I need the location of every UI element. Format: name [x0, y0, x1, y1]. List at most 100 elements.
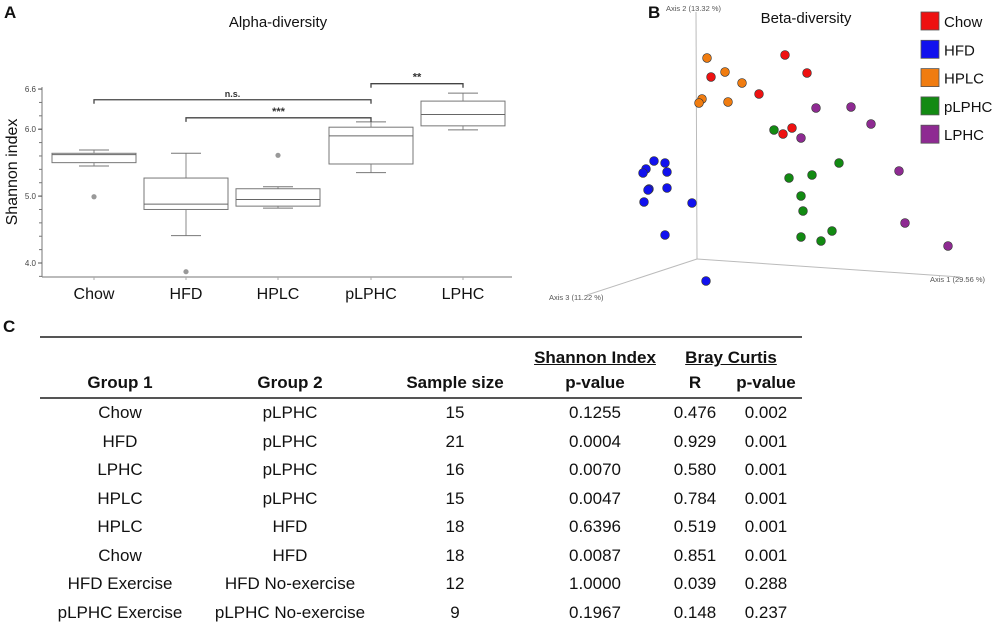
box-HPLC — [235, 188, 321, 207]
cell-bray-p-value: 0.002 — [744, 403, 788, 423]
header-bray-curtis: Bray Curtis — [685, 348, 777, 367]
cell-bray-r: 0.580 — [673, 460, 717, 480]
cell-group-1: HPLC — [97, 517, 143, 537]
cell-group-1: LPHC — [97, 460, 143, 480]
table-row: pLPHC Exercise pLPHC No-exercise 9 0.1967 0.… — [40, 599, 802, 627]
table-row: HPLC HFD 18 0.6396 0.519 0.001 — [40, 513, 802, 542]
legend-label-pLPHC: pLPHC — [944, 99, 993, 116]
point-HFD — [662, 183, 672, 193]
cell-group-1: HPLC — [97, 488, 143, 508]
point-pLPHC — [834, 158, 844, 168]
significance-bracket — [93, 99, 372, 104]
cell-shannon-p-value: 0.1255 — [569, 403, 621, 423]
y-tick-label: 4.0 — [25, 259, 37, 268]
cell-bray-p-value: 0.001 — [744, 488, 788, 508]
axis-2-label: Axis 2 (13.32 %) — [666, 4, 722, 13]
point-Chow — [706, 72, 716, 82]
significance-label: ** — [413, 72, 422, 84]
chart-title-beta: Beta-diversity — [761, 10, 852, 27]
cell-bray-r: 0.148 — [673, 602, 717, 622]
cell-sample-size: 18 — [445, 517, 465, 537]
point-pLPHC — [796, 232, 806, 242]
cell-bray-p-value: 0.237 — [744, 602, 788, 622]
legend-swatch-HFD — [920, 39, 940, 59]
table-row: Chow pLPHC 15 0.1255 0.476 0.002 — [40, 398, 802, 428]
cell-bray-r: 0.476 — [673, 403, 717, 423]
header-group-2: Group 2 — [200, 368, 380, 399]
point-pLPHC — [798, 206, 808, 216]
cell-shannon-p-value: 0.6396 — [569, 517, 621, 537]
point-pLPHC — [769, 125, 779, 135]
point-Chow — [802, 68, 812, 78]
legend-label-HFD: HFD — [944, 42, 975, 59]
table-group-header-row: Shannon Index Bray Curtis — [40, 337, 802, 368]
cell-shannon-p-value: 0.0070 — [569, 460, 621, 480]
cell-sample-size: 15 — [445, 488, 465, 508]
x-tick-label: LPHC — [442, 286, 485, 303]
box-HFD — [143, 177, 229, 210]
cell-sample-size: 9 — [450, 602, 460, 622]
axis-3-line — [586, 258, 698, 296]
point-HFD — [701, 276, 711, 286]
point-LPHC — [796, 133, 806, 143]
cell-sample-size: 21 — [445, 431, 465, 451]
point-HPLC — [694, 98, 704, 108]
significance-label: n.s. — [225, 89, 241, 99]
point-HPLC — [737, 78, 747, 88]
y-tick-label: 6.0 — [25, 125, 37, 134]
legend-swatch-LPHC — [920, 124, 940, 144]
cell-sample-size: 12 — [445, 574, 465, 594]
cell-bray-p-value: 0.001 — [744, 517, 788, 537]
point-HFD — [660, 230, 670, 240]
cell-shannon-p-value: 0.0087 — [569, 545, 621, 565]
header-shannon-p-value: p-value — [530, 368, 660, 399]
legend-swatch-Chow — [920, 11, 940, 31]
cell-group-2: pLPHC — [262, 460, 318, 480]
point-LPHC — [846, 102, 856, 112]
point-HFD — [649, 156, 659, 166]
cell-bray-r: 0.851 — [673, 545, 717, 565]
charts-svg: Alpha-diversity Shannon index 4.0 5.0 6.0 6.6… — [4, 4, 993, 303]
point-Chow — [780, 50, 790, 60]
point-Chow — [778, 129, 788, 139]
cell-group-2: HFD — [272, 517, 308, 537]
point-HPLC — [723, 97, 733, 107]
point-HFD — [687, 198, 697, 208]
point-HPLC — [702, 53, 712, 63]
cell-sample-size: 18 — [445, 545, 465, 565]
significance-label: *** — [272, 106, 286, 118]
point-Chow — [754, 89, 764, 99]
point-HPLC — [720, 67, 730, 77]
cell-group-2: pLPHC — [262, 431, 318, 451]
legend-swatch-HPLC — [920, 68, 940, 87]
header-bray-r: R — [660, 368, 730, 399]
axis-3-label: Axis 3 (11.22 %) — [549, 293, 604, 302]
x-tick-label: Chow — [74, 286, 115, 303]
legend-label-Chow: Chow — [944, 14, 983, 31]
significance-bracket — [370, 83, 464, 88]
x-tick-label: HFD — [170, 286, 203, 303]
cell-group-1: Chow — [98, 545, 142, 565]
y-tick-label: 6.6 — [25, 85, 37, 94]
point-Chow — [787, 123, 797, 133]
point-HFD — [638, 168, 648, 178]
cell-bray-r: 0.039 — [673, 574, 717, 594]
cell-bray-r: 0.929 — [673, 431, 717, 451]
table-row: HFD pLPHC 21 0.0004 0.929 0.001 — [40, 428, 802, 457]
outlier-point — [91, 194, 97, 200]
cell-sample-size: 15 — [445, 403, 465, 423]
cell-bray-p-value: 0.001 — [744, 460, 788, 480]
panel-label-a: A — [4, 3, 17, 22]
cell-bray-p-value: 0.288 — [744, 574, 788, 594]
table-row: LPHC pLPHC 16 0.0070 0.580 0.001 — [40, 456, 802, 485]
point-pLPHC — [784, 173, 794, 183]
table-row: HFD Exercise HFD No-exercise 12 1.0000 0.039… — [40, 570, 802, 599]
point-LPHC — [811, 103, 821, 113]
cell-shannon-p-value: 0.0004 — [569, 431, 621, 451]
header-bray-p-value: p-value — [730, 368, 802, 399]
x-tick-label: HPLC — [257, 286, 300, 303]
point-HFD — [639, 197, 649, 207]
point-pLPHC — [816, 236, 826, 246]
box-pLPHC — [328, 126, 414, 165]
